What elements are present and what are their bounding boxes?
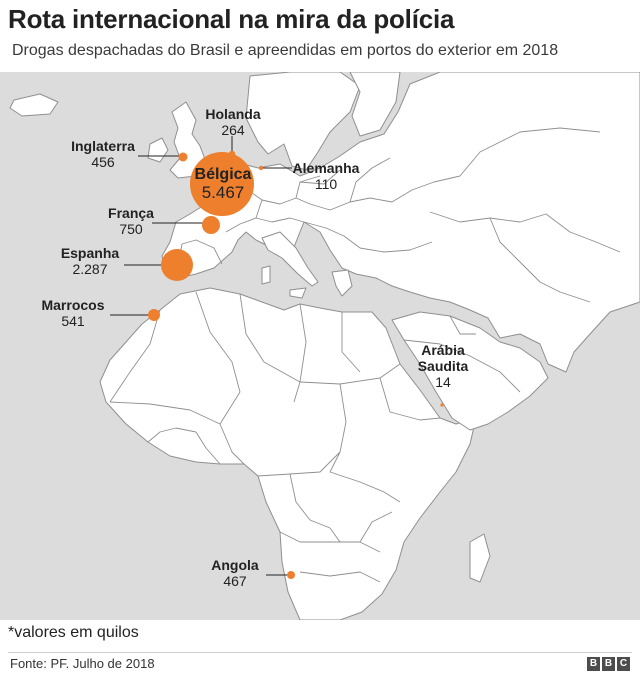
- bbc-logo-letter-3: C: [617, 657, 630, 671]
- footer-divider: [8, 652, 632, 653]
- label-espanha: Espanha 2.287: [50, 245, 130, 277]
- label-franca: França 750: [96, 205, 166, 237]
- label-angola-value: 467: [223, 573, 247, 589]
- label-belgica-name: Bélgica: [194, 166, 252, 183]
- label-inglaterra-value: 456: [91, 154, 115, 170]
- label-holanda: Holanda 264: [196, 106, 270, 138]
- label-inglaterra-name: Inglaterra: [71, 138, 135, 154]
- label-espanha-value: 2.287: [72, 261, 108, 277]
- label-holanda-name: Holanda: [205, 106, 261, 122]
- label-marrocos-value: 541: [61, 313, 85, 329]
- label-marrocos-name: Marrocos: [41, 297, 105, 313]
- label-alemanha-name: Alemanha: [292, 160, 360, 176]
- label-alemanha: Alemanha 110: [288, 160, 364, 192]
- land-sicily: [289, 287, 307, 299]
- land-italy: [261, 231, 319, 287]
- map-svg: [0, 72, 640, 620]
- label-arabia-value: 14: [435, 374, 451, 390]
- label-franca-value: 750: [119, 221, 143, 237]
- bubble-holanda: [228, 150, 236, 158]
- bbc-logo: B B C: [587, 657, 630, 671]
- bubble-belgica: [190, 152, 254, 216]
- label-inglaterra: Inglaterra 456: [62, 138, 144, 170]
- bubble-alemanha: [258, 165, 264, 171]
- label-franca-name: França: [108, 205, 154, 221]
- label-arabia: Arábia Saudita 14: [408, 342, 478, 390]
- chart-subtitle: Drogas despachadas do Brasil e apreendid…: [12, 42, 559, 59]
- border-layer: [109, 127, 621, 583]
- label-belgica-value: 5.467: [201, 183, 245, 202]
- label-holanda-value: 264: [221, 122, 245, 138]
- land-arabia: [391, 311, 549, 431]
- chart-title: Rota internacional na mira da polícia: [8, 4, 455, 34]
- bubble-inglaterra: [178, 152, 188, 162]
- label-marrocos: Marrocos 541: [32, 297, 114, 329]
- bbc-logo-letter-2: B: [602, 657, 615, 671]
- land-greece: [331, 269, 353, 297]
- label-belgica: Bélgica 5.467: [186, 166, 260, 202]
- label-angola: Angola 467: [200, 557, 270, 589]
- land-madagascar: [469, 533, 491, 583]
- bubbles-layer: [148, 150, 444, 579]
- bubble-arabia: [440, 403, 444, 407]
- land-layer: [9, 72, 640, 620]
- label-espanha-name: Espanha: [60, 245, 120, 261]
- bbc-logo-letter-1: B: [587, 657, 600, 671]
- land-finland: [349, 72, 401, 137]
- bubble-espanha: [161, 249, 193, 281]
- bubble-marrocos: [148, 309, 160, 321]
- map-area: Holanda 264 Inglaterra 456 Alemanha 110 …: [0, 72, 640, 620]
- bubble-angola: [287, 571, 295, 579]
- units-note: *valores em quilos: [8, 624, 139, 641]
- bubble-franca: [202, 216, 220, 234]
- label-angola-name: Angola: [211, 557, 259, 573]
- label-alemanha-value: 110: [314, 176, 338, 192]
- land-iceland: [9, 93, 59, 117]
- land-scandinavia: [245, 72, 361, 171]
- source-credit: Fonte: PF. Julho de 2018: [10, 656, 155, 671]
- land-sardinia: [261, 265, 271, 285]
- label-arabia-name: Arábia Saudita: [417, 342, 469, 374]
